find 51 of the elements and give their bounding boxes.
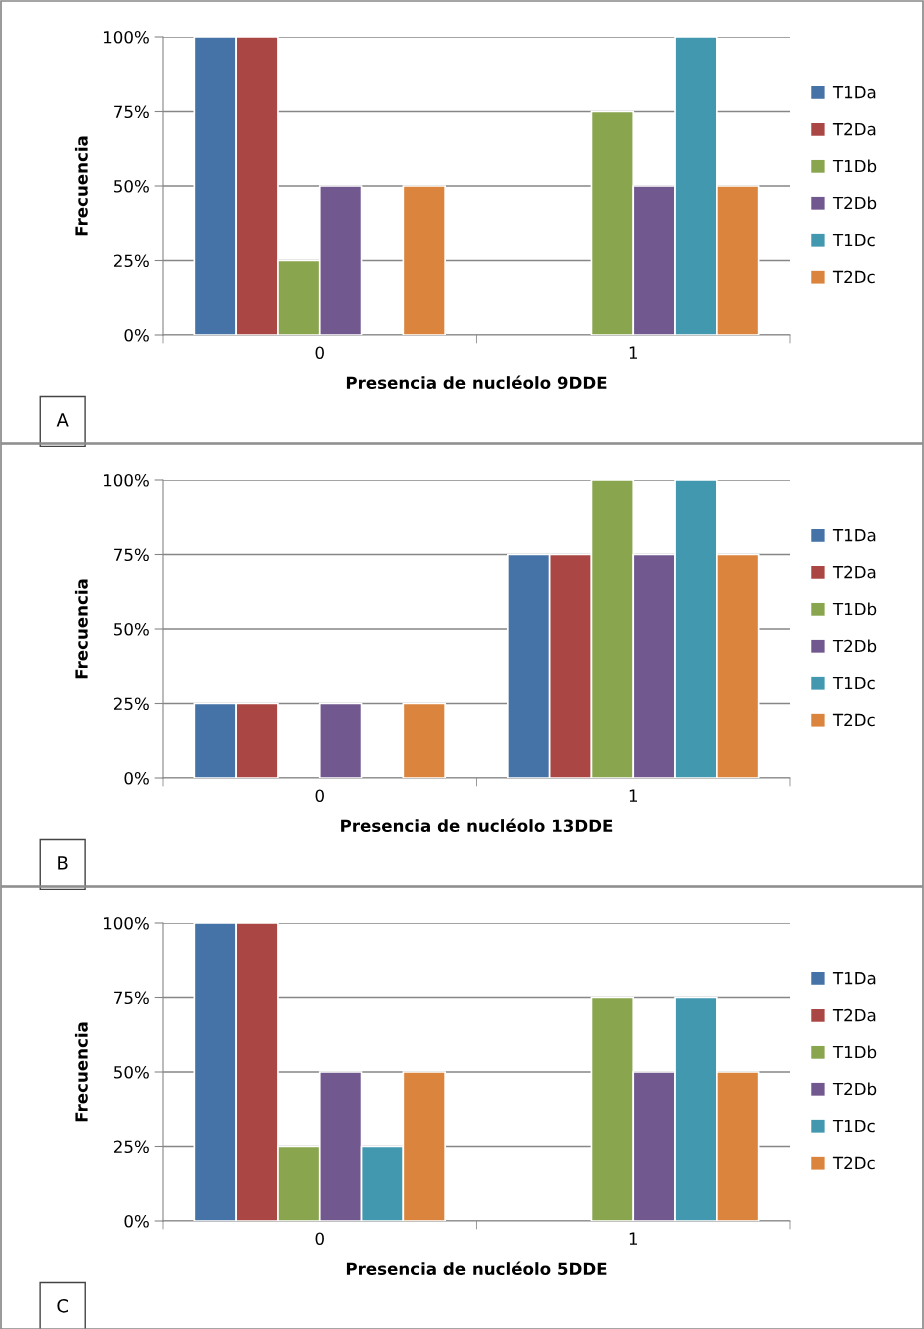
- bar: [402, 185, 446, 335]
- y-tick-label: 0%: [124, 328, 149, 342]
- y-tick-label: 25%: [113, 254, 149, 268]
- y-axis-title: Frecuencia: [74, 1022, 88, 1122]
- y-tick-label: 0%: [124, 771, 149, 785]
- y-tick-label: 75%: [114, 105, 149, 119]
- legend-label: T1Da: [832, 529, 876, 542]
- y-tick-label: 100%: [103, 473, 149, 487]
- y-tick-label: 50%: [114, 622, 149, 636]
- legend-label: T1Da: [832, 972, 876, 985]
- legend-label: T1Db: [832, 1045, 877, 1059]
- text: C: [57, 1299, 68, 1313]
- y-tick-label: 50%: [114, 179, 149, 193]
- y-tick-label: 75%: [114, 991, 149, 1005]
- x-tick-label: 1: [629, 346, 638, 359]
- y-tick-label: 25%: [113, 697, 149, 711]
- legend-label: T1Dc: [832, 233, 875, 247]
- legend-label: T1Dc: [832, 676, 875, 690]
- y-tick-label: 50%: [114, 1065, 149, 1079]
- y-tick-label: 0%: [124, 1214, 149, 1228]
- x-axis-title: Presencia de nucléolo 13DDE: [341, 818, 613, 833]
- y-tick-label: 100%: [103, 916, 149, 930]
- text: B: [58, 856, 68, 870]
- y-tick-label: 75%: [114, 548, 149, 562]
- x-tick-label: 1: [629, 789, 638, 802]
- x-axis-title: Presencia de nucléolo 5DDE: [346, 1261, 607, 1276]
- y-tick-label: 25%: [113, 1140, 149, 1154]
- bar: [318, 702, 363, 778]
- legend-label: T2Dc: [832, 1156, 875, 1170]
- bar: [402, 702, 446, 778]
- x-axis-title: Presencia de nucléolo 9DDE: [346, 375, 607, 390]
- legend-label: T1Dc: [832, 1119, 875, 1133]
- y-tick-label: 100%: [103, 30, 149, 44]
- y-axis-title: Frecuencia: [74, 136, 88, 236]
- legend-label: T2Db: [832, 196, 877, 210]
- y-axis-title: Frecuencia: [74, 579, 88, 679]
- text: A: [56, 413, 69, 427]
- legend-label: T2Db: [832, 639, 877, 653]
- legend-label: T2Dc: [832, 270, 875, 284]
- legend-label: T2Da: [832, 122, 876, 136]
- legend-label: T1Da: [832, 86, 876, 99]
- x-tick-label: 1: [629, 1232, 638, 1245]
- legend-label: T2Da: [832, 565, 876, 579]
- legend-label: T1Db: [832, 159, 877, 173]
- legend-label: T2Db: [832, 1082, 877, 1096]
- legend-label: T1Db: [832, 602, 877, 616]
- x-tick-label: 0: [315, 346, 324, 360]
- legend-label: T2Da: [832, 1008, 876, 1022]
- legend-label: T2Dc: [832, 713, 875, 727]
- x-tick-label: 0: [315, 789, 324, 803]
- x-tick-label: 0: [315, 1232, 324, 1246]
